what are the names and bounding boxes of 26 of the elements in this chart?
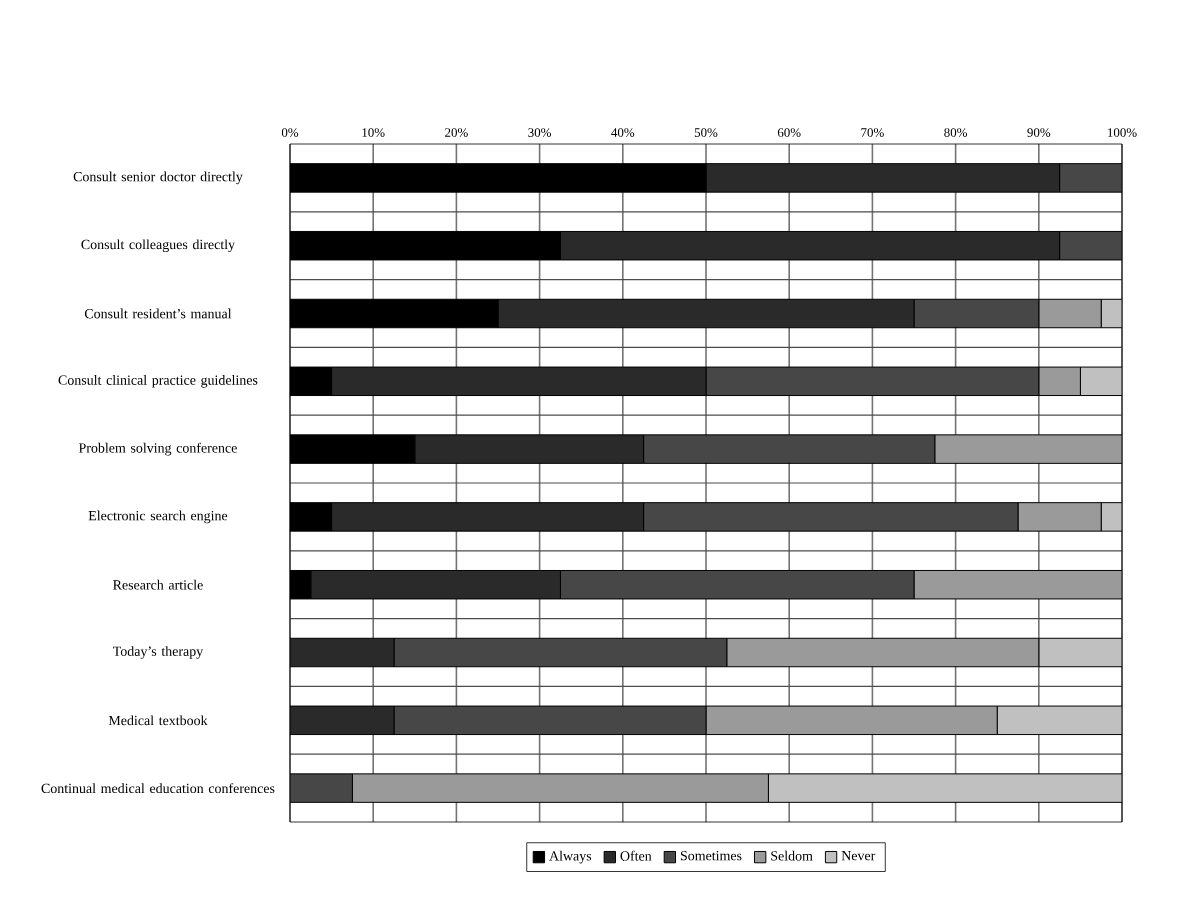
bar <box>1038 637 1123 668</box>
bar <box>705 705 998 736</box>
bar <box>414 434 645 464</box>
bar <box>1079 366 1123 397</box>
bar <box>497 298 915 329</box>
bar <box>290 705 395 736</box>
bar <box>1038 298 1102 329</box>
bar <box>559 230 1061 261</box>
bar <box>310 569 561 600</box>
bar <box>290 637 395 668</box>
bar <box>643 502 1019 532</box>
bar <box>913 569 1123 600</box>
bar <box>393 637 728 668</box>
bar <box>996 705 1123 736</box>
bar <box>331 502 645 532</box>
bar <box>726 637 1040 668</box>
bar <box>1038 366 1081 397</box>
bar <box>559 569 915 600</box>
bar <box>1017 502 1102 532</box>
bar <box>934 434 1123 464</box>
bar <box>767 773 1123 803</box>
bar <box>643 434 936 464</box>
bar <box>351 773 769 803</box>
bar <box>705 366 1040 397</box>
bar <box>331 366 707 397</box>
bar <box>705 163 1061 193</box>
